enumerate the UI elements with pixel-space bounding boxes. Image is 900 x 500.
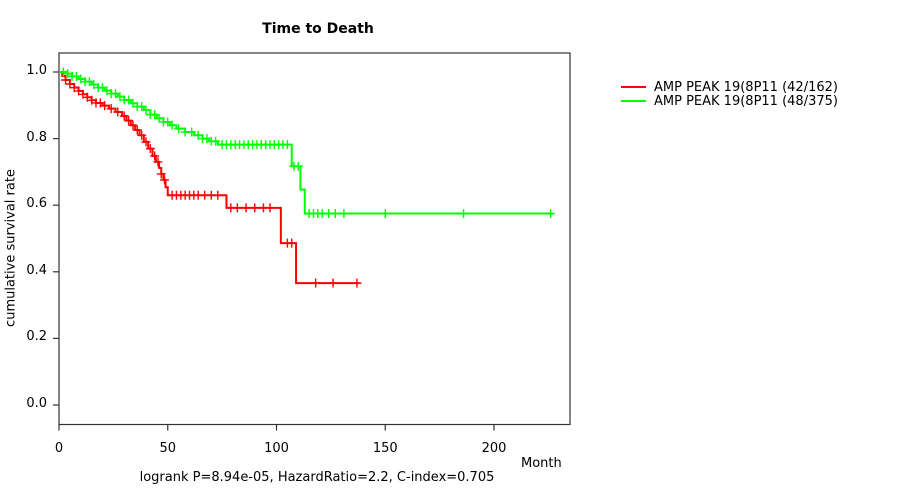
stats-annotation: logrank P=8.94e-05, HazardRatio=2.2, C-i… [139, 470, 495, 485]
y-tick-label: 0.4 [26, 262, 47, 278]
censor-marks-red [61, 75, 362, 288]
x-tick-label: 200 [481, 441, 507, 456]
plot-border [58, 52, 571, 426]
x-axis-label: Month [521, 456, 562, 471]
chart-title: Time to Death [262, 21, 374, 37]
legend-label-green: AMP PEAK 19(8P11 (48/375) [654, 93, 838, 109]
y-tick-label: 0.2 [26, 329, 47, 345]
y-axis-label: cumulative survival rate [3, 169, 19, 327]
survival-curve-green [59, 71, 553, 215]
legend-line-sample-green [621, 100, 646, 102]
y-tick-label: 1.0 [26, 63, 47, 78]
censor-marks-green [58, 67, 556, 219]
legend-label-red: AMP PEAK 19(8P11 (42/162) [654, 79, 838, 95]
x-tick-label: 100 [264, 441, 289, 456]
x-tick-label: 0 [54, 441, 64, 456]
y-tick-label: 0.6 [26, 196, 47, 212]
y-tick-label: 0.0 [26, 396, 47, 411]
x-tick-label: 50 [159, 441, 177, 456]
legend-item-red: AMP PEAK 19(8P11 (42/162) [621, 79, 838, 95]
x-tick-label: 150 [372, 441, 398, 456]
legend-line-sample-red [621, 86, 646, 88]
legend-item-green: AMP PEAK 19(8P11 (48/375) [621, 93, 838, 109]
y-tick-label: 0.8 [26, 129, 47, 145]
legend: AMP PEAK 19(8P11 (42/162) AMP PEAK 19(8P… [621, 79, 838, 109]
